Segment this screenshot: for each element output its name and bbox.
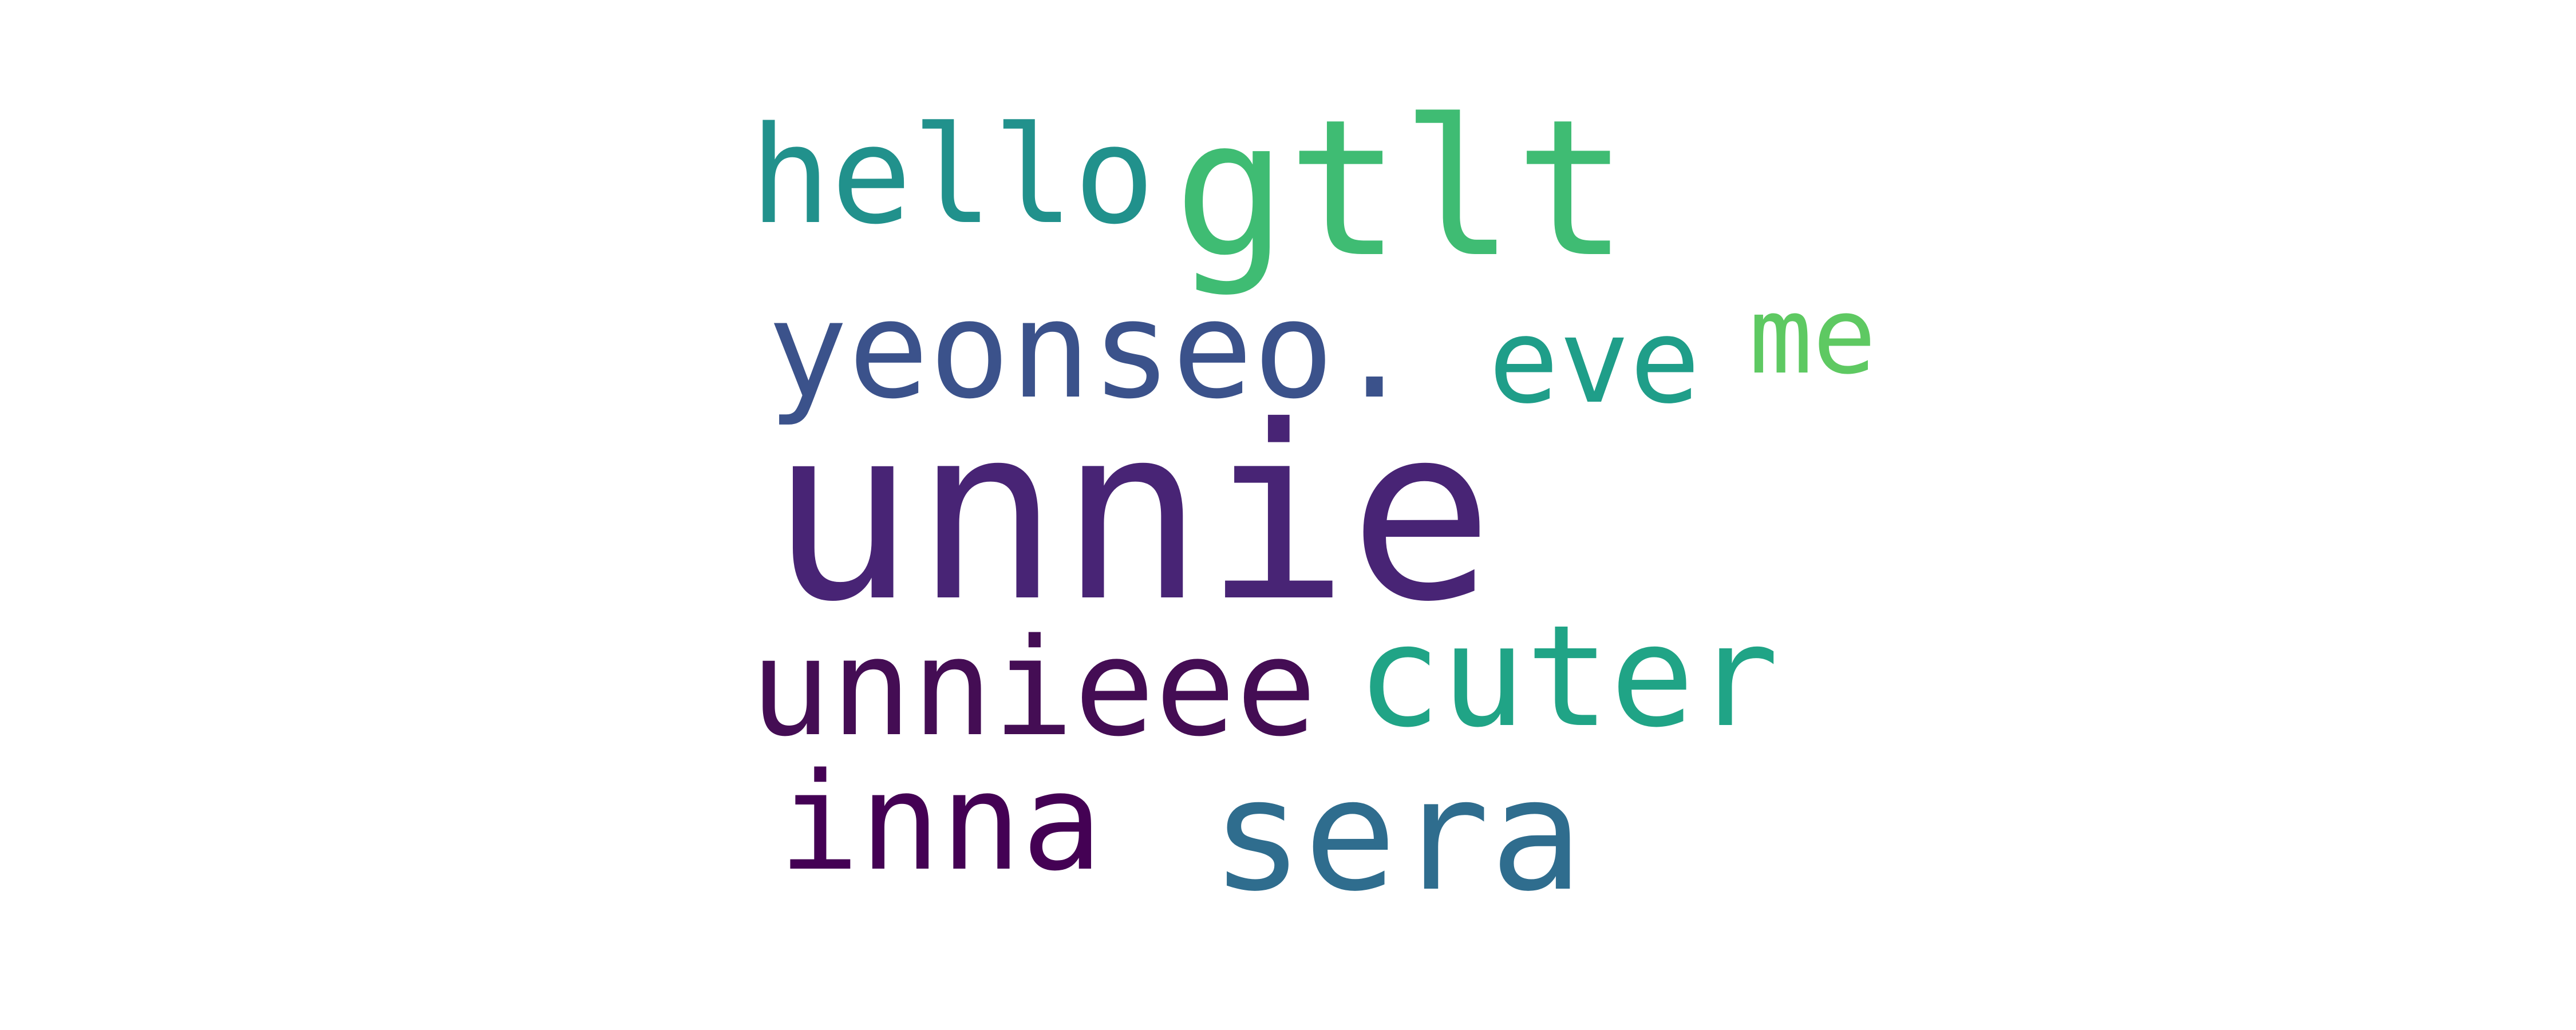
- word-sera: sera: [1211, 745, 1583, 925]
- word-yeonseo: yeonseo.: [767, 272, 1415, 429]
- word-cuter: cuter: [1357, 595, 1779, 758]
- word-inna: inna: [779, 744, 1103, 901]
- word-me: me: [1749, 274, 1876, 398]
- word-gtlt: gtlt: [1174, 79, 1629, 299]
- word-unnie: unnie: [770, 375, 1494, 655]
- word-unnieee: unnieee: [750, 610, 1317, 766]
- word-hello: hello: [750, 98, 1155, 254]
- word-eve: eve: [1488, 294, 1701, 430]
